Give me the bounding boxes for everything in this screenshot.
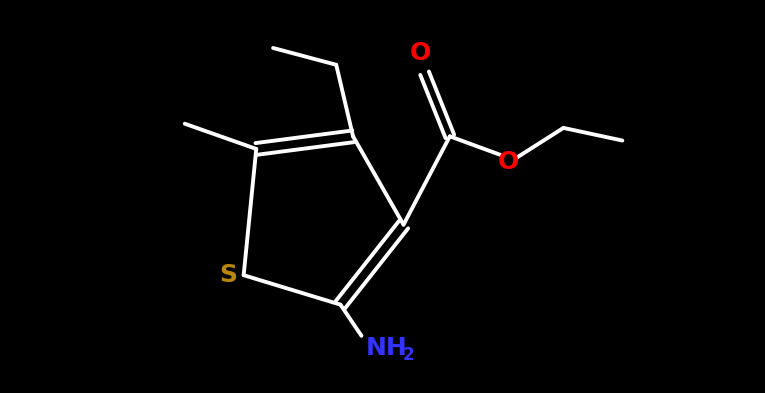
Text: NH: NH (366, 336, 408, 360)
Text: S: S (220, 263, 237, 287)
Text: O: O (498, 150, 519, 174)
Text: 2: 2 (402, 346, 415, 364)
Text: O: O (410, 41, 431, 65)
